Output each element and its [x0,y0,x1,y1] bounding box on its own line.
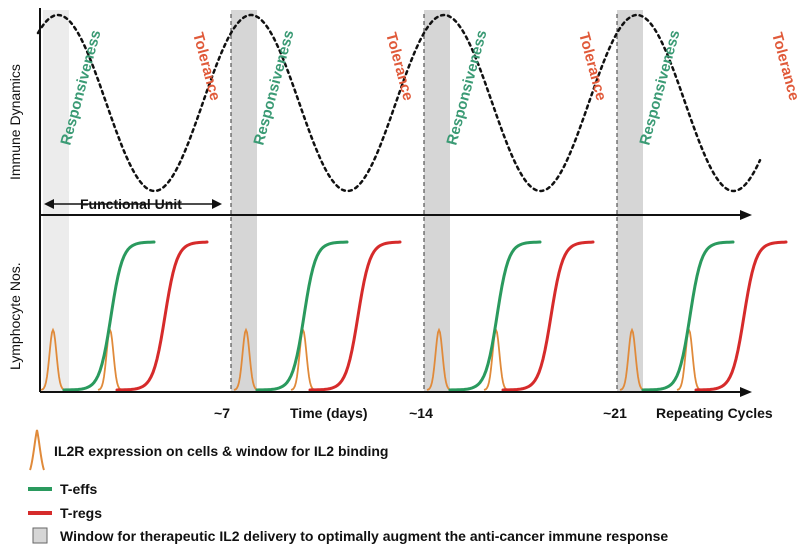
treg-curve-4 [694,240,788,392]
il2r-peak-window-3 [426,327,452,391]
window-band-3 [424,10,450,392]
phase-responsiveness-4: Responsiveness [636,28,683,147]
legend-il2r-symbol [29,429,45,471]
phase-tolerance-1: Tolerance [189,31,223,103]
middle-axis-arrow [740,210,752,220]
teff-curve-2 [255,240,349,392]
legend: IL2R expression on cells & window for IL… [28,429,668,544]
functional-unit-arrow-right [212,199,222,209]
phase-tolerance-4: Tolerance [768,31,798,103]
functional-unit-arrow-left [44,199,54,209]
bottom-y-label: Lymphocyte Nos. [7,262,23,370]
window-band-4 [617,10,643,392]
phase-responsiveness-3: Responsiveness [443,28,490,147]
il2r-peak-window-1 [40,327,66,391]
legend-treg-text: T-regs [60,505,102,521]
tick-label-21: ~21 [603,405,627,421]
teff-curve-3 [448,240,542,392]
legend-window-text: Window for therapeutic IL2 delivery to o… [60,528,668,544]
lymphocyte-curves [40,240,788,392]
il2r-peak-window-4 [619,327,645,391]
legend-window-box [32,527,48,544]
top-y-label: Immune Dynamics [7,64,23,180]
tick-label-14: ~14 [409,405,433,421]
treg-curve-2 [308,240,402,392]
therapeutic-windows [43,10,643,392]
time-axis-label: Time (days) [290,405,368,421]
teff-curve-1 [62,240,156,392]
repeating-cycles-label: Repeating Cycles [656,405,773,421]
window-band-2 [231,10,257,392]
tick-label-7: ~7 [214,405,230,421]
cycle-dividers [230,14,618,392]
teff-curve-4 [641,240,735,392]
immune-dynamics-wave [36,13,762,193]
phase-tolerance-3: Tolerance [575,31,609,103]
legend-il2r-text: IL2R expression on cells & window for IL… [54,443,388,459]
treg-curve-3 [501,240,595,392]
functional-unit-label: Functional Unit [80,196,182,212]
legend-teff-text: T-effs [60,481,98,497]
phase-responsiveness-2: Responsiveness [250,28,297,147]
time-axis-arrow [740,387,752,397]
window-band-1 [43,10,69,392]
phase-tolerance-2: Tolerance [382,31,416,103]
il2r-peak-window-2 [233,327,259,391]
treg-curve-1 [115,240,209,392]
